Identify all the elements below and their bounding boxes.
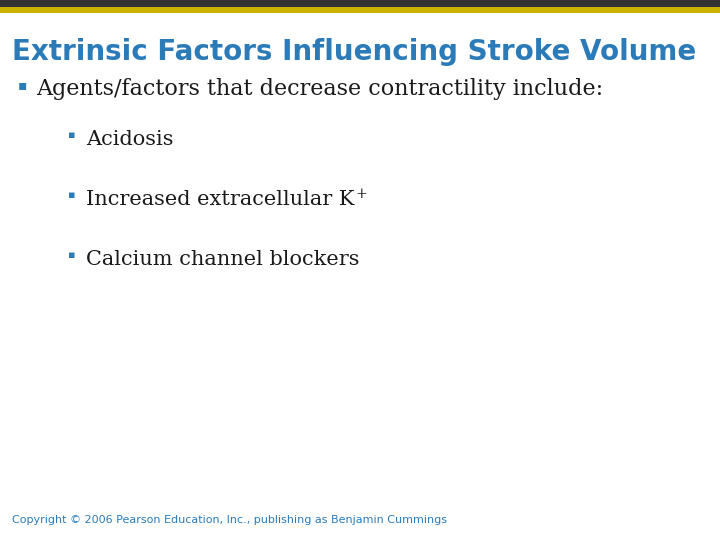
Text: ▪: ▪ [68,250,76,260]
Text: Calcium channel blockers: Calcium channel blockers [86,250,359,269]
Text: +: + [356,187,367,201]
Text: ▪: ▪ [68,130,76,140]
Text: ▪: ▪ [18,78,27,92]
Text: Acidosis: Acidosis [86,130,174,149]
Text: Copyright © 2006 Pearson Education, Inc., publishing as Benjamin Cummings: Copyright © 2006 Pearson Education, Inc.… [12,515,447,525]
Text: Extrinsic Factors Influencing Stroke Volume: Extrinsic Factors Influencing Stroke Vol… [12,38,696,66]
Text: Agents/factors that decrease contractility include:: Agents/factors that decrease contractili… [36,78,603,100]
Bar [0,7,720,13]
Text: ▪: ▪ [68,190,76,200]
Bar [0,0,720,7]
Text: Increased extracellular K: Increased extracellular K [86,190,354,209]
